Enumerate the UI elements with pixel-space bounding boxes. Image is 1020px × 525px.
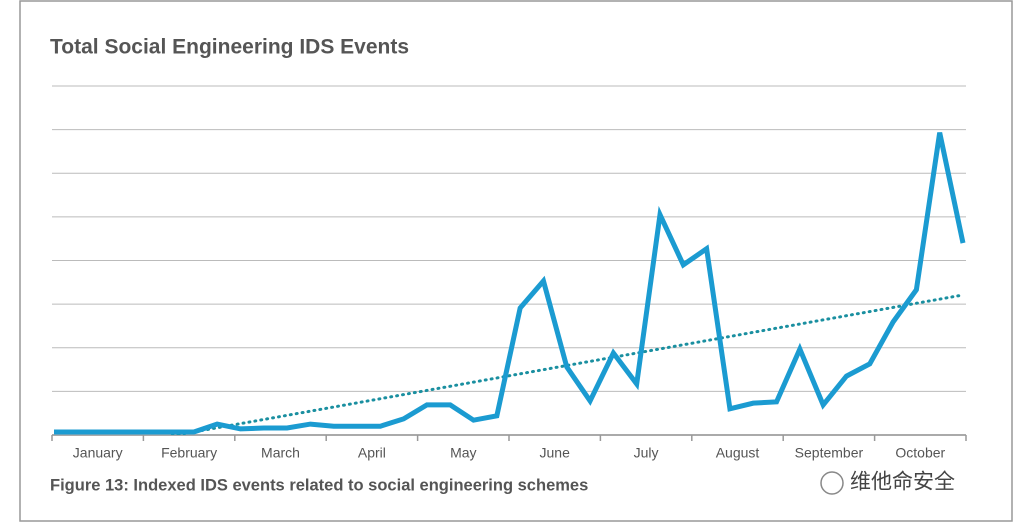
chart-title: Total Social Engineering IDS Events [50, 36, 409, 59]
x-tick-label: April [358, 445, 386, 461]
x-tick-label: October [895, 445, 945, 461]
trendline [167, 293, 965, 435]
x-tick-label: January [73, 445, 123, 461]
x-tick-label: June [540, 445, 571, 461]
data-line [54, 132, 966, 435]
frame [19, 0, 1013, 522]
x-tick-label: July [634, 445, 659, 461]
x-tick-label: March [261, 445, 300, 461]
x-tick-label: August [716, 445, 760, 461]
x-tick-label: May [450, 445, 476, 461]
watermark: 维他命安全 [850, 471, 955, 494]
caption: Figure 13: Indexed IDS events related to… [50, 476, 588, 494]
x-tick-label: February [161, 445, 217, 461]
x-tick-label: September [795, 445, 864, 461]
watermark-icon [820, 471, 844, 495]
